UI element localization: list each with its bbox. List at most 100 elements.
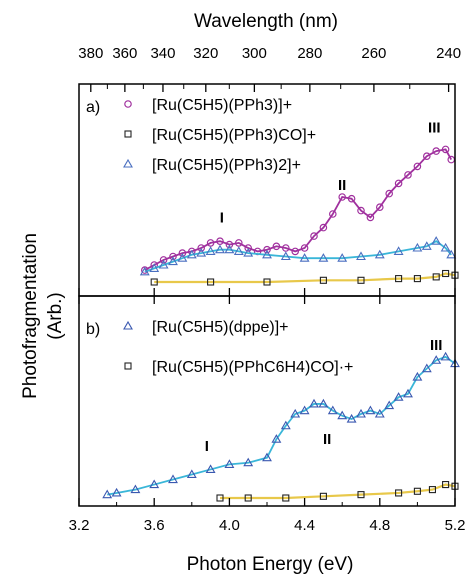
data-point-triangle	[215, 244, 225, 254]
data-point-triangle	[102, 489, 113, 499]
panel-a-tag: a)	[86, 99, 100, 116]
series-b-1	[216, 481, 459, 502]
data-point-triangle	[224, 244, 235, 254]
data-point-triangle	[123, 158, 133, 168]
data-point-triangle	[446, 249, 457, 259]
data-point-triangle	[421, 241, 432, 250]
data-point-triangle	[243, 457, 254, 467]
data-point-triangle	[186, 469, 197, 479]
data-point-circle	[124, 100, 132, 108]
data-point-triangle	[186, 249, 197, 259]
data-point-triangle	[280, 420, 291, 430]
legend-label: [Ru(C5H5)(PPh3)CO]+	[152, 127, 316, 144]
data-point-triangle	[168, 474, 178, 484]
data-point-circle	[159, 256, 168, 264]
x-tick-label: 3.6	[144, 517, 165, 534]
y-axis-label-line2: (Arb.)	[45, 292, 66, 340]
data-point-triangle	[374, 249, 385, 259]
data-point-triangle	[290, 408, 301, 418]
data-point-circle	[328, 210, 337, 218]
data-point-circle	[441, 145, 450, 154]
data-point-circle	[357, 206, 365, 215]
data-point-triangle	[299, 405, 310, 415]
bottom-axis-label: Photon Energy (eV)	[187, 554, 354, 575]
data-point-square	[413, 487, 421, 495]
data-point-square	[263, 278, 271, 286]
panel-a-frame	[78, 83, 456, 297]
legend-panel-b: [Ru(C5H5)(dppe)]+ [Ru(C5H5)(PPhC6H4)CO]·+	[123, 319, 353, 376]
data-point-triangle	[177, 253, 188, 262]
data-point-triangle	[139, 266, 150, 276]
data-point-triangle	[337, 410, 348, 420]
panel-b-tag: b)	[86, 321, 100, 338]
data-point-circle	[319, 223, 328, 232]
data-point-square	[442, 481, 450, 489]
data-point-triangle	[205, 464, 216, 473]
data-point-square	[244, 494, 252, 502]
data-point-circle	[300, 244, 309, 252]
y-axis-label: Photofragmentation (Arb.)	[20, 233, 66, 399]
top-axis-ticks: 380 360 340 320 300 280 260 240	[78, 45, 461, 92]
data-point-square	[357, 276, 365, 284]
data-point-triangle	[337, 253, 348, 262]
peak-annotation: I	[205, 438, 209, 455]
data-point-circle	[281, 244, 290, 252]
data-point-square	[319, 492, 327, 500]
data-point-circle	[413, 162, 422, 171]
data-point-circle	[347, 194, 356, 203]
legend-label: [Ru(C5H5)(PPh3)2]+	[152, 157, 301, 174]
data-point-square	[395, 489, 403, 497]
peak-annotation: I	[220, 210, 224, 227]
data-point-triangle	[262, 249, 272, 259]
data-point-square	[124, 130, 132, 138]
peak-annotation: II	[323, 431, 331, 448]
series-line	[220, 483, 456, 500]
data-point-square	[432, 273, 440, 281]
data-point-square	[124, 362, 132, 370]
data-point-circle	[244, 244, 253, 252]
series-a-1	[150, 269, 459, 286]
data-point-triangle	[393, 392, 404, 401]
x-tick-label: 3.2	[69, 517, 90, 534]
data-point-square	[216, 494, 224, 502]
y-axis-label-line1: Photofragmentation	[20, 233, 41, 399]
series-line	[144, 240, 452, 273]
data-point-triangle	[356, 251, 366, 261]
top-tick-label: 340	[150, 45, 175, 62]
x-tick-label: 4.4	[294, 517, 315, 534]
data-point-triangle	[440, 351, 451, 361]
data-point-circle	[366, 213, 375, 222]
data-point-triangle	[393, 246, 404, 255]
data-point-triangle	[318, 253, 329, 262]
legend-panel-a: [Ru(C5H5)(PPh3)]+ [Ru(C5H5)(PPh3)CO]+ [Ru(…	[123, 97, 316, 174]
legend-item: [Ru(C5H5)(PPh3)]+	[124, 97, 292, 114]
data-point-triangle	[403, 388, 413, 398]
data-point-triangle	[365, 405, 376, 415]
data-point-triangle	[243, 247, 254, 257]
data-point-triangle	[205, 246, 216, 255]
data-point-circle	[206, 239, 215, 247]
data-point-square	[207, 278, 215, 286]
data-point-triangle	[318, 398, 329, 408]
data-point-triangle	[309, 398, 319, 408]
top-tick-label: 320	[193, 45, 218, 62]
legend-item: [Ru(C5H5)(PPh3)2]+	[123, 157, 301, 174]
data-point-triangle	[123, 320, 133, 330]
data-point-triangle	[149, 479, 160, 489]
data-point-circle	[385, 189, 394, 198]
data-point-square	[319, 276, 327, 284]
top-tick-label: 280	[297, 45, 322, 62]
data-point-circle	[216, 237, 224, 246]
data-point-triangle	[431, 355, 442, 364]
data-point-triangle	[262, 452, 272, 462]
data-point-circle	[432, 147, 441, 155]
data-point-circle	[263, 245, 271, 254]
top-tick-label: 380	[78, 45, 103, 62]
data-point-triangle	[299, 253, 310, 262]
peak-annotation: III	[428, 119, 441, 136]
data-point-circle	[178, 249, 187, 257]
data-point-triangle	[168, 256, 178, 266]
legend-label: [Ru(C5H5)(dppe)]+	[152, 319, 289, 336]
data-point-square	[413, 275, 421, 283]
